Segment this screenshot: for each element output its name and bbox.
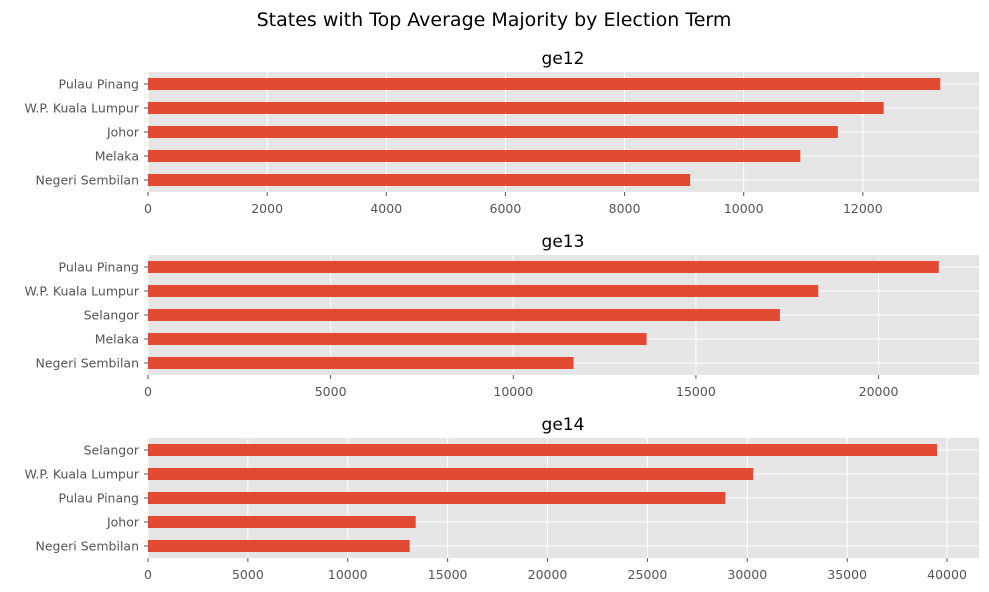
bar bbox=[148, 126, 838, 138]
x-tick-label: 10000 bbox=[493, 384, 533, 399]
x-tick-label: 8000 bbox=[609, 201, 641, 216]
bar bbox=[148, 492, 726, 504]
x-tick-label: 35000 bbox=[827, 567, 867, 582]
y-tick-label: Selangor bbox=[84, 443, 140, 458]
y-tick-label: Negeri Sembilan bbox=[35, 356, 139, 371]
subplot-ge13: ge13 0 5000 10000 15000 20000 Pulau Pinang W.P… bbox=[24, 232, 979, 399]
y-tick-label: Pulau Pinang bbox=[59, 77, 139, 92]
x-tick-label: 30000 bbox=[727, 567, 767, 582]
x-tick-label: 5000 bbox=[315, 384, 347, 399]
y-tick-label: Melaka bbox=[95, 149, 139, 164]
x-tick-label: 15000 bbox=[676, 384, 716, 399]
y-tick-label: Melaka bbox=[95, 332, 139, 347]
bar bbox=[148, 540, 410, 552]
x-tick-label: 0 bbox=[144, 384, 152, 399]
y-tick-label: Johor bbox=[106, 125, 140, 140]
y-tick-label: Pulau Pinang bbox=[59, 491, 139, 506]
y-tick-label: W.P. Kuala Lumpur bbox=[24, 101, 139, 116]
y-tick-label: Pulau Pinang bbox=[59, 260, 139, 275]
y-tick-label: W.P. Kuala Lumpur bbox=[24, 284, 139, 299]
y-tick-label: Negeri Sembilan bbox=[35, 173, 139, 188]
subplot-title: ge12 bbox=[542, 49, 585, 69]
x-tick-label: 5000 bbox=[232, 567, 264, 582]
bar bbox=[148, 309, 780, 321]
bar bbox=[148, 285, 819, 297]
x-tick-label: 4000 bbox=[370, 201, 402, 216]
bar bbox=[148, 516, 416, 528]
x-tick-label: 25000 bbox=[628, 567, 668, 582]
y-tick-label: Johor bbox=[106, 515, 140, 530]
x-tick-label: 12000 bbox=[843, 201, 883, 216]
x-tick-label: 20000 bbox=[528, 567, 568, 582]
bar bbox=[148, 333, 647, 345]
x-tick-label: 15000 bbox=[428, 567, 468, 582]
x-tick-label: 10000 bbox=[724, 201, 764, 216]
y-tick-label: Negeri Sembilan bbox=[35, 539, 139, 554]
subplot-title: ge13 bbox=[542, 232, 585, 252]
x-tick-label: 0 bbox=[144, 201, 152, 216]
x-tick-label: 2000 bbox=[251, 201, 283, 216]
x-tick-label: 20000 bbox=[859, 384, 899, 399]
x-tick-label: 6000 bbox=[490, 201, 522, 216]
bar bbox=[148, 150, 801, 162]
bar bbox=[148, 468, 754, 480]
bar bbox=[148, 261, 939, 273]
bar bbox=[148, 444, 938, 456]
x-tick-label: 10000 bbox=[328, 567, 368, 582]
subplot-ge12: ge12 0 2000 4000 6000 8000 10000 12000 Pulau Pi… bbox=[24, 49, 979, 216]
x-tick-label: 0 bbox=[144, 567, 152, 582]
bar bbox=[148, 78, 941, 90]
subplot-ge14: ge14 0 5000 10000 15000 20000 25000 30000 35000… bbox=[24, 415, 979, 582]
bar bbox=[148, 357, 574, 369]
y-tick-label: Selangor bbox=[84, 308, 140, 323]
bar bbox=[148, 102, 884, 114]
y-tick-label: W.P. Kuala Lumpur bbox=[24, 467, 139, 482]
bar bbox=[148, 174, 691, 186]
figure-title: States with Top Average Majority by Elec… bbox=[257, 9, 732, 31]
x-tick-label: 40000 bbox=[927, 567, 967, 582]
subplot-title: ge14 bbox=[542, 415, 585, 435]
